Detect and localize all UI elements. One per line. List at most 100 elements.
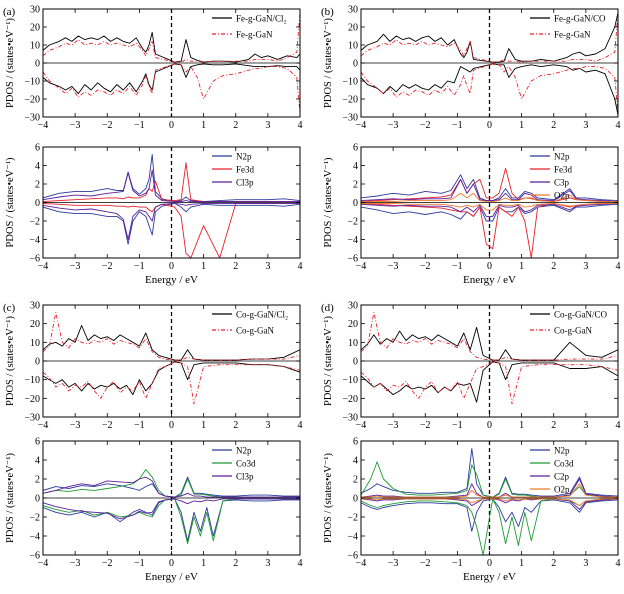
y-tick-label: −30 <box>342 113 358 124</box>
y-tick-label: 30 <box>30 301 40 312</box>
x-tick-label: 4 <box>298 420 303 431</box>
x-tick-label: 1 <box>201 120 206 131</box>
legend-label: N2p <box>236 152 252 162</box>
y-tick-label: −4 <box>29 235 40 246</box>
series-line-fe-g-gan-up <box>43 12 300 63</box>
y-tick-label: 6 <box>353 143 358 154</box>
x-tick-label: −4 <box>38 120 49 131</box>
series-group <box>43 12 300 114</box>
y-tick-label: −6 <box>29 551 40 562</box>
series-group <box>361 448 618 555</box>
x-tick-label: 0 <box>169 420 174 431</box>
x-tick-label: 4 <box>298 120 303 131</box>
y-tick-label: 2 <box>353 475 358 486</box>
x-tick-label: −2 <box>420 558 431 569</box>
legend-label: Fe3d <box>554 165 573 175</box>
y-tick-label: −2 <box>347 513 358 524</box>
y-axis-label: PDOS / (states•eV⁻¹) <box>323 316 334 406</box>
legend-label: Co-g-GaN <box>554 326 592 336</box>
x-tick-label: −3 <box>70 261 81 272</box>
y-tick-label: 10 <box>348 338 358 349</box>
x-axis-label: Energy / eV <box>145 274 198 286</box>
series-line-n2p-up <box>43 476 300 498</box>
series-line-n2p-down <box>43 202 300 245</box>
y-tick-label: 0 <box>35 494 40 505</box>
x-tick-label: 1 <box>519 120 524 131</box>
x-tick-label: −4 <box>38 261 49 272</box>
series-line-co-g-gan-up <box>361 312 618 361</box>
legend-label: Co-g-GaN/CO <box>554 310 607 320</box>
x-tick-label: 2 <box>551 420 556 431</box>
legend-label: Fe-g-GaN/Cl₂ <box>236 14 287 24</box>
y-tick-label: 4 <box>353 161 358 172</box>
legend-label: Fe-g-GaN/CO <box>554 14 606 24</box>
legend-label: O2p <box>554 191 570 201</box>
series-line-fe-g-gan-cl--up <box>43 31 300 63</box>
x-tick-label: −2 <box>102 420 113 431</box>
legend-label: Fe-g-GaN <box>554 30 591 40</box>
series-line-c3p-up <box>361 178 618 203</box>
x-tick-label: 0 <box>169 261 174 272</box>
y-tick-label: 20 <box>30 319 40 330</box>
x-tick-label: 1 <box>201 420 206 431</box>
series-line-cl3p-down <box>43 498 300 520</box>
y-tick-label: 0 <box>35 59 40 70</box>
y-tick-label: −20 <box>24 394 40 405</box>
x-tick-label: 3 <box>265 261 270 272</box>
y-axis-label: PDOS / (states•eV⁻¹) <box>323 453 334 543</box>
series-line-o2p-up <box>361 483 618 498</box>
x-tick-label: −1 <box>452 558 463 569</box>
x-tick-label: 0 <box>487 261 492 272</box>
x-tick-label: −4 <box>356 120 367 131</box>
plot-b-bottom: −4 −3 −2 −1 0 1 2 3 4−6−4−20246N2pFe3dC3pO2pPDOS… <box>323 143 621 287</box>
series-line-fe3d-up <box>361 167 618 203</box>
x-tick-label: −2 <box>102 120 113 131</box>
x-tick-label: −1 <box>452 120 463 131</box>
series-line-cl3p-up <box>43 476 300 498</box>
x-tick-label: −3 <box>70 558 81 569</box>
legend-label: Co-g-GaN <box>236 326 274 336</box>
series-line-co-g-gan-down <box>43 361 300 405</box>
legend-label: Fe3d <box>236 165 255 175</box>
series-group <box>43 469 300 545</box>
y-tick-label: 0 <box>353 198 358 209</box>
y-tick-label: 0 <box>35 357 40 368</box>
legend-label: C3p <box>554 178 570 188</box>
legend-label: C2p <box>554 472 570 482</box>
y-tick-label: −10 <box>342 375 358 386</box>
x-tick-label: −2 <box>420 261 431 272</box>
plot-d-top: −4 −3 −2 −1 0 1 2 3 4−30−20−100102030Co-g-GaN/CO… <box>321 301 621 432</box>
x-tick-label: −2 <box>102 558 113 569</box>
series-group <box>43 312 300 405</box>
x-tick-label: −3 <box>388 558 399 569</box>
series-line-cl3p-up <box>43 169 300 203</box>
series-line-n2p-up <box>361 174 618 202</box>
x-tick-label: 3 <box>583 120 588 131</box>
y-tick-label: 4 <box>35 456 40 467</box>
y-tick-label: −10 <box>24 375 40 386</box>
x-tick-label: 1 <box>519 558 524 569</box>
series-line-fe-g-gan-co-down <box>361 63 618 116</box>
x-tick-label: 2 <box>551 558 556 569</box>
x-tick-label: −4 <box>38 558 49 569</box>
panel-label: (b) <box>321 6 334 18</box>
x-tick-label: 0 <box>487 558 492 569</box>
x-tick-label: 3 <box>265 558 270 569</box>
y-tick-label: 2 <box>353 180 358 191</box>
x-tick-label: 2 <box>233 420 238 431</box>
y-tick-label: 6 <box>35 143 40 154</box>
x-tick-label: 2 <box>233 261 238 272</box>
y-tick-label: −6 <box>29 254 40 265</box>
panel-label: (c) <box>3 302 16 314</box>
x-tick-label: 3 <box>583 261 588 272</box>
y-tick-label: 2 <box>35 180 40 191</box>
x-tick-label: 2 <box>551 261 556 272</box>
y-axis-label: PDOS / (states•eV⁻¹) <box>5 157 16 247</box>
x-tick-label: 1 <box>519 261 524 272</box>
y-tick-label: 20 <box>30 23 40 34</box>
series-line-o2p-down <box>361 202 618 211</box>
x-tick-label: −3 <box>70 420 81 431</box>
x-tick-label: −4 <box>356 420 367 431</box>
plot-d-bottom: −4 −3 −2 −1 0 1 2 3 4−6−4−20246N2pCo3dC2pO2pPDOS… <box>323 437 621 584</box>
